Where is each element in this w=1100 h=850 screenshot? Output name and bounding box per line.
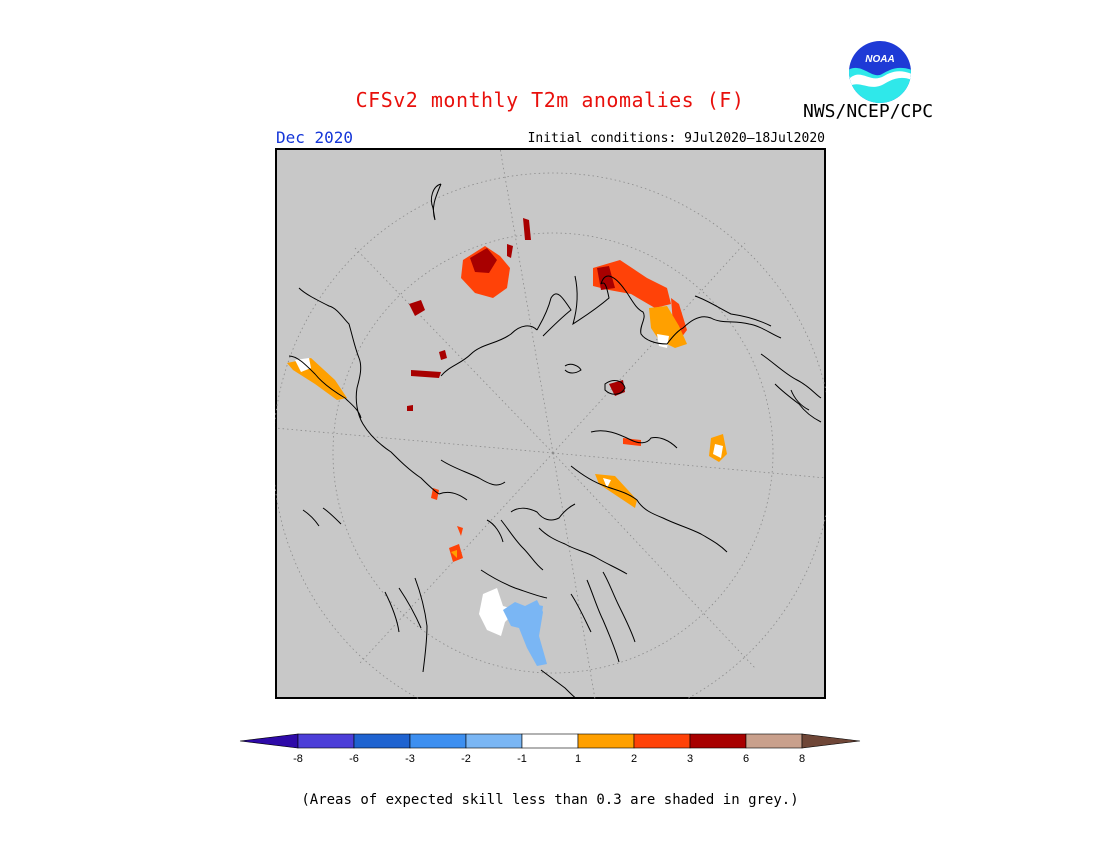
legend-tick-label: -1 (517, 753, 527, 765)
anomaly-patch (439, 350, 447, 360)
legend-tick-label: 1 (575, 753, 581, 765)
logo-text: NOAA (865, 54, 894, 65)
anomaly-patch (531, 604, 543, 620)
anomaly-patch (609, 380, 625, 396)
legend-swatch (577, 733, 635, 749)
legend-swatch (465, 733, 523, 749)
legend-swatch (689, 733, 747, 749)
legend-swatch (745, 733, 803, 749)
anomaly-patch (470, 248, 497, 273)
anomaly-patch (593, 260, 671, 308)
legend-tick-label: -2 (461, 753, 471, 765)
anomaly-patches (287, 218, 727, 666)
skill-note: (Areas of expected skill less than 0.3 a… (301, 792, 799, 808)
legend-tick-label: -6 (349, 753, 359, 765)
coastlines (288, 183, 822, 699)
legend-swatch (409, 733, 467, 749)
legend-tick-label: 8 (799, 753, 805, 765)
forecast-month: Dec 2020 (276, 128, 354, 147)
legend-tick-label: -3 (405, 753, 415, 765)
anomaly-patch (523, 218, 531, 240)
anomaly-patch (603, 478, 611, 488)
anomaly-patch (507, 244, 513, 258)
legend-swatch (297, 733, 355, 749)
legend-tick-label: 2 (631, 753, 637, 765)
agency-label: NWS/NCEP/CPC (803, 101, 934, 122)
polar-map (275, 148, 826, 699)
legend-arrow-high (801, 733, 861, 749)
anomaly-patch (457, 526, 463, 536)
anomaly-patch (431, 488, 439, 500)
color-legend: -8 -6 -3 -2 -1 1 2 3 6 8 (239, 733, 861, 765)
anomaly-patch (713, 444, 723, 458)
legend-swatch (633, 733, 691, 749)
noaa-logo: NOAA (849, 41, 911, 103)
legend-tick-label: 6 (743, 753, 749, 765)
legend-tick-label: 3 (687, 753, 693, 765)
anomaly-patch (479, 588, 517, 636)
legend-swatch (521, 733, 579, 749)
legend-tick-label: -8 (293, 753, 303, 765)
chart-title: CFSv2 monthly T2m anomalies (F) (355, 88, 745, 112)
legend-swatch (353, 733, 411, 749)
anomaly-patch (623, 438, 641, 446)
anomaly-patch (409, 300, 425, 316)
initial-conditions: Initial conditions: 9Jul2020–18Jul2020 (527, 131, 825, 146)
anomaly-patch (407, 405, 413, 411)
anomaly-patch (295, 358, 311, 372)
legend-arrow-low (239, 733, 299, 749)
anomaly-patch (411, 370, 441, 378)
anomaly-patch (451, 550, 457, 558)
anomaly-patch (657, 334, 669, 348)
graticule (275, 148, 826, 699)
